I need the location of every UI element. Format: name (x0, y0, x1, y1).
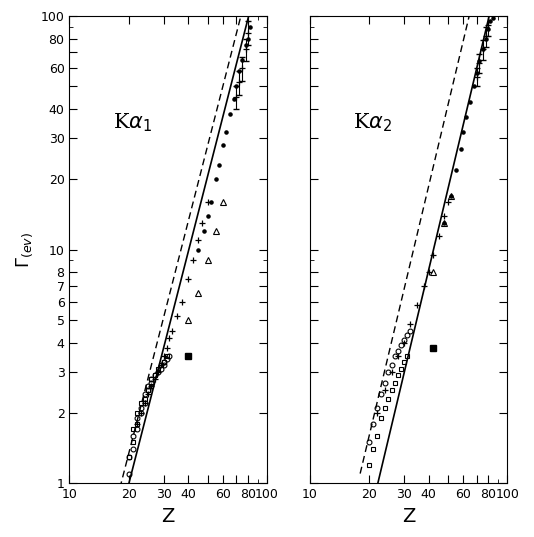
X-axis label: Z: Z (161, 507, 175, 526)
Text: K$\alpha_1$: K$\alpha_1$ (113, 111, 152, 134)
X-axis label: Z: Z (402, 507, 415, 526)
Text: K$\alpha_2$: K$\alpha_2$ (353, 111, 392, 134)
Y-axis label: $\Gamma_{(ev)}$: $\Gamma_{(ev)}$ (14, 231, 35, 268)
